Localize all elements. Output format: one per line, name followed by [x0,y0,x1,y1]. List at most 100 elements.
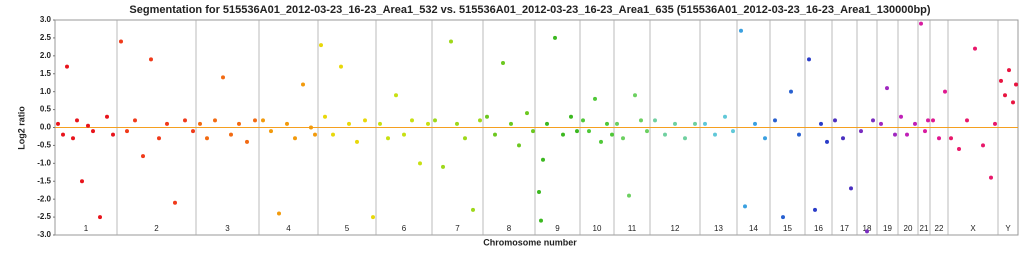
data-point [1011,100,1015,105]
chromosome-label: 9 [555,224,560,233]
chart-title: Segmentation for 515536A01_2012-03-23_16… [129,4,930,16]
data-point [965,118,969,123]
data-point [402,132,406,137]
chromosome-label: 20 [904,224,913,233]
data-point [363,118,367,123]
data-point [599,139,603,144]
data-point [91,129,95,134]
data-point [463,136,467,141]
data-point [173,200,177,205]
data-point [561,132,565,137]
data-point [213,118,217,123]
data-point [1014,82,1018,87]
data-point [989,175,993,180]
data-point [575,129,579,134]
chromosome-label: 7 [455,224,460,233]
data-point [541,157,545,162]
data-point [797,132,801,137]
chromosome-label: X [970,224,976,233]
data-point [309,125,313,130]
data-point [633,93,637,98]
chromosome-label: 6 [402,224,407,233]
data-point [1003,93,1007,98]
data-point [277,211,281,216]
data-point [339,64,343,69]
data-point [957,147,961,151]
data-point [75,118,79,123]
chromosome-label: 18 [863,224,872,233]
data-point [433,118,437,123]
chromosome-label: 21 [920,224,929,233]
data-point [531,129,535,134]
data-point [923,129,927,134]
data-point [789,89,793,94]
data-point [293,136,297,141]
y-tick-label: 2.0 [40,51,52,60]
data-point [581,118,585,123]
data-point [525,111,529,116]
data-point [478,118,482,123]
y-axis-label: Log2 ratio [16,106,26,150]
y-tick-label: 3.0 [40,15,52,24]
chromosome-label: 17 [840,224,849,233]
data-point [731,129,735,134]
chromosome-label: 16 [814,224,823,233]
data-point [615,121,619,126]
data-point [833,118,837,123]
data-point [587,129,591,134]
data-point [723,114,727,119]
data-point [943,89,947,94]
data-point [807,57,811,62]
data-point [859,129,863,134]
data-point [261,118,265,123]
data-point [645,129,649,134]
data-point [773,118,777,123]
y-tick-label: -1.5 [37,176,51,185]
data-point [781,215,785,220]
data-point [441,164,445,169]
data-point [973,46,977,51]
data-point [819,121,823,126]
data-point [610,132,614,137]
data-point [98,215,102,220]
data-point [713,132,717,137]
data-point [501,61,505,65]
data-point [141,154,145,159]
chromosome-label: 5 [345,224,350,233]
chromosome-label: 19 [883,224,892,233]
data-point [65,64,69,69]
data-point [849,186,853,191]
y-tick-label: -2.5 [37,212,51,221]
data-point [763,136,767,141]
y-tick-label: 0.0 [40,123,52,132]
chromosome-label: 14 [749,224,758,233]
y-tick-label: -3.0 [37,230,51,239]
data-point [410,118,414,123]
data-point [913,121,917,126]
data-point [253,118,257,123]
data-point [323,114,327,119]
chromosome-label: 8 [507,224,512,233]
chromosome-label: Y [1005,224,1011,233]
data-point [331,132,335,137]
y-tick-label: -0.5 [37,141,51,150]
data-point [553,35,557,40]
data-point [71,136,75,141]
data-point [221,75,225,80]
chromosome-label: 10 [593,224,602,233]
data-point [191,129,195,134]
chromosome-label: 4 [286,224,291,233]
data-point [111,132,115,137]
data-point [80,179,84,184]
data-point [905,132,909,137]
data-point [865,229,869,234]
data-point [394,93,398,98]
chromosome-label: 15 [783,224,792,233]
data-point [517,143,521,148]
data-point [165,121,169,126]
data-point [537,190,541,194]
data-point [885,86,889,91]
data-point [133,118,137,123]
